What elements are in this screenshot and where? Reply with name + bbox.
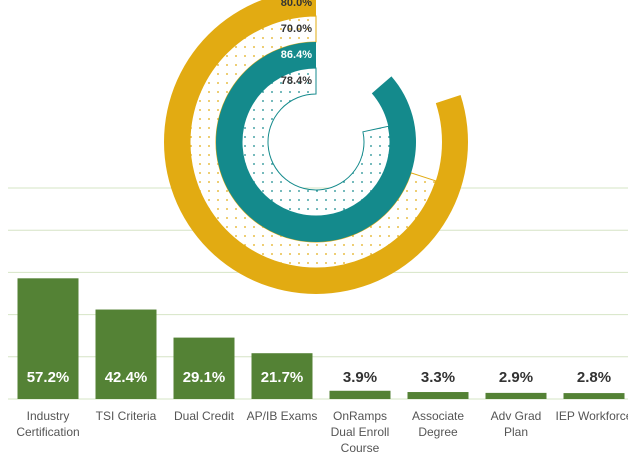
data-label: 86.4%: [281, 49, 312, 61]
x-tick-label: IEP Workforce: [555, 409, 628, 423]
data-label: 3.3%: [421, 369, 455, 386]
x-tick-label: Associate Degree: [411, 409, 465, 439]
data-label: 2.9%: [499, 369, 533, 386]
bar: [251, 353, 313, 399]
x-tick-label: Adv Grad Plan: [490, 409, 542, 439]
data-label: 42.4%: [105, 369, 148, 386]
data-label: 78.4%: [281, 75, 312, 87]
data-label: 3.9%: [343, 369, 377, 386]
bar: [95, 309, 157, 399]
bar: [17, 278, 79, 399]
bar: [563, 393, 625, 399]
bar: [329, 390, 391, 399]
data-label: 21.7%: [261, 369, 304, 386]
data-label: 2.8%: [577, 369, 611, 386]
x-tick-label: Industry Certification: [16, 409, 80, 439]
radial-bar: [241, 67, 391, 217]
bar: [485, 392, 547, 399]
bar: [173, 337, 235, 399]
data-label: 70.0%: [281, 23, 312, 35]
data-label: 80.0%: [281, 0, 312, 9]
data-label: 57.2%: [27, 369, 70, 386]
x-tick-label: Dual Credit: [173, 409, 235, 423]
x-tick-label: AP/IB Exams: [246, 409, 318, 423]
x-tick-label: OnRamps Dual Enroll Course: [330, 409, 390, 455]
bar: [407, 392, 469, 399]
x-tick-label: TSI Criteria: [95, 409, 157, 423]
data-label: 29.1%: [183, 369, 226, 386]
